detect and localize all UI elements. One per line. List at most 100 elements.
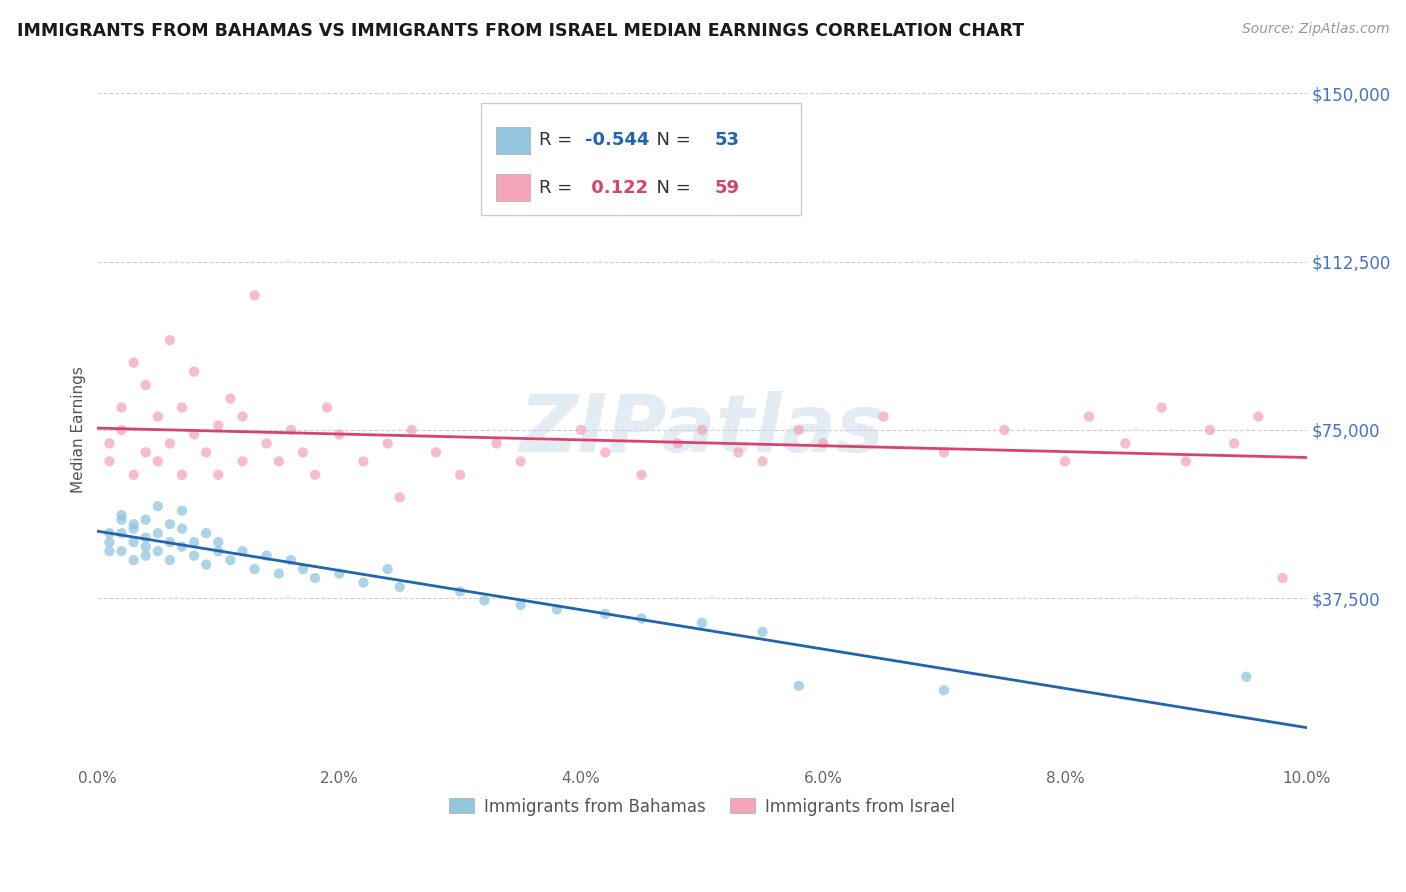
- Point: [183, 549, 205, 563]
- Point: [135, 445, 157, 459]
- Point: [727, 445, 749, 459]
- Point: [280, 553, 302, 567]
- Point: [509, 598, 531, 612]
- Point: [267, 454, 290, 468]
- Point: [328, 566, 350, 581]
- Point: [377, 562, 399, 576]
- Point: [219, 392, 242, 406]
- Point: [110, 526, 132, 541]
- Point: [787, 679, 810, 693]
- Point: [630, 611, 652, 625]
- Point: [352, 575, 374, 590]
- Point: [122, 356, 145, 370]
- Point: [666, 436, 689, 450]
- Point: [472, 593, 495, 607]
- Point: [183, 427, 205, 442]
- Point: [219, 553, 242, 567]
- Point: [146, 454, 169, 468]
- Point: [291, 445, 314, 459]
- Point: [195, 445, 218, 459]
- Point: [135, 549, 157, 563]
- Point: [449, 584, 471, 599]
- Point: [159, 517, 181, 532]
- Point: [787, 423, 810, 437]
- Point: [1053, 454, 1076, 468]
- Text: -0.544: -0.544: [585, 131, 650, 150]
- Point: [170, 401, 193, 415]
- Point: [146, 544, 169, 558]
- Point: [569, 423, 592, 437]
- Point: [401, 423, 423, 437]
- Point: [993, 423, 1015, 437]
- Point: [98, 544, 121, 558]
- Point: [932, 683, 955, 698]
- Point: [110, 401, 132, 415]
- Point: [304, 467, 326, 482]
- Text: ZIPatlas: ZIPatlas: [520, 391, 884, 469]
- Point: [316, 401, 339, 415]
- Text: 0.122: 0.122: [585, 178, 648, 196]
- Point: [1199, 423, 1222, 437]
- Point: [388, 580, 411, 594]
- Point: [122, 553, 145, 567]
- Point: [98, 454, 121, 468]
- Point: [159, 535, 181, 549]
- Point: [243, 288, 266, 302]
- Point: [1223, 436, 1246, 450]
- Point: [690, 423, 713, 437]
- Point: [98, 535, 121, 549]
- Point: [352, 454, 374, 468]
- Text: N =: N =: [645, 178, 697, 196]
- Point: [485, 436, 508, 450]
- Point: [207, 467, 229, 482]
- Point: [170, 522, 193, 536]
- Point: [546, 602, 568, 616]
- Point: [231, 409, 253, 424]
- Point: [630, 467, 652, 482]
- Point: [122, 467, 145, 482]
- Point: [256, 549, 278, 563]
- Text: 53: 53: [714, 131, 740, 150]
- Point: [207, 535, 229, 549]
- Point: [595, 607, 617, 621]
- Text: 59: 59: [714, 178, 740, 196]
- Legend: Immigrants from Bahamas, Immigrants from Israel: Immigrants from Bahamas, Immigrants from…: [441, 791, 962, 822]
- Point: [267, 566, 290, 581]
- Point: [183, 535, 205, 549]
- Point: [280, 423, 302, 437]
- Point: [243, 562, 266, 576]
- Point: [751, 454, 773, 468]
- Point: [231, 454, 253, 468]
- Point: [304, 571, 326, 585]
- Point: [135, 531, 157, 545]
- Point: [159, 553, 181, 567]
- Point: [932, 445, 955, 459]
- Point: [690, 615, 713, 630]
- Text: Source: ZipAtlas.com: Source: ZipAtlas.com: [1241, 22, 1389, 37]
- Point: [183, 365, 205, 379]
- Point: [231, 544, 253, 558]
- Point: [811, 436, 834, 450]
- Point: [159, 333, 181, 347]
- Point: [146, 500, 169, 514]
- Point: [146, 526, 169, 541]
- Point: [170, 467, 193, 482]
- Point: [449, 467, 471, 482]
- Point: [425, 445, 447, 459]
- Point: [751, 624, 773, 639]
- Point: [1247, 409, 1270, 424]
- Point: [195, 526, 218, 541]
- FancyBboxPatch shape: [496, 174, 530, 201]
- Point: [872, 409, 894, 424]
- Point: [122, 517, 145, 532]
- Point: [377, 436, 399, 450]
- Point: [1234, 670, 1257, 684]
- Point: [170, 540, 193, 554]
- Point: [328, 427, 350, 442]
- Point: [122, 522, 145, 536]
- Point: [1150, 401, 1173, 415]
- Point: [135, 378, 157, 392]
- Point: [110, 544, 132, 558]
- Point: [195, 558, 218, 572]
- Text: N =: N =: [645, 131, 697, 150]
